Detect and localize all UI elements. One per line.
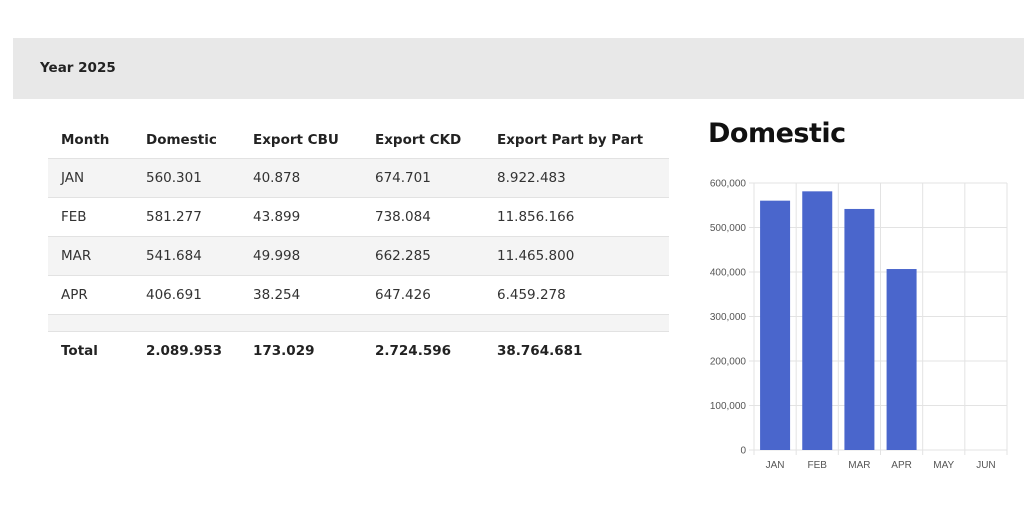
cell-domestic: 406.691 [146, 275, 253, 315]
bar-jan [760, 200, 791, 450]
table-row: FEB 581.277 43.899 738.084 11.856.166 [48, 197, 669, 237]
table-spacer-row [48, 314, 669, 332]
monthly-table-container: Month Domestic Export CBU Export CKD Exp… [48, 121, 669, 370]
column-header-export-ckd: Export CKD [375, 131, 462, 148]
cell-export-part-by-part: 11.465.800 [497, 236, 669, 276]
year-header-bar: Year 2025 [13, 38, 1024, 99]
cell-export-cbu: 38.254 [253, 275, 375, 315]
cell-export-cbu: 40.878 [253, 158, 375, 198]
monthly-sales-table: Month Domestic Export CBU Export CKD Exp… [48, 121, 669, 370]
total-export-part-by-part: 38.764.681 [497, 331, 669, 370]
y-tick-label: 600,000 [710, 179, 747, 190]
y-tick-label: 300,000 [710, 312, 747, 323]
cell-export-part-by-part: 6.459.278 [497, 275, 669, 315]
x-tick-label: JUN [976, 460, 995, 471]
cell-domestic: 560.301 [146, 158, 253, 198]
total-label: Total [48, 331, 146, 370]
cell-export-cbu: 49.998 [253, 236, 375, 276]
cell-month: MAR [48, 236, 146, 276]
x-tick-label: FEB [808, 460, 828, 471]
cell-export-part-by-part: 11.856.166 [497, 197, 669, 237]
column-header-month: Month [61, 131, 110, 148]
table-total-row: Total 2.089.953 173.029 2.724.596 38.764… [48, 331, 669, 370]
chart-title: Domestic [708, 118, 846, 149]
y-tick-label: 0 [740, 446, 746, 457]
table-row: JAN 560.301 40.878 674.701 8.922.483 [48, 158, 669, 198]
cell-export-cbu: 43.899 [253, 197, 375, 237]
domestic-bar-chart: 0 100,000 200,000 300,000 400,000 500,000 600,… [710, 179, 1008, 471]
y-tick-label: 200,000 [710, 357, 747, 368]
bar-apr [886, 269, 917, 450]
cell-export-ckd: 738.084 [375, 197, 497, 237]
y-tick-label: 100,000 [710, 401, 747, 412]
total-export-ckd: 2.724.596 [375, 331, 497, 370]
x-tick-label: MAY [933, 460, 954, 471]
cell-export-ckd: 674.701 [375, 158, 497, 198]
cell-export-ckd: 662.285 [375, 236, 497, 276]
column-header-export-cbu: Export CBU [253, 131, 339, 148]
x-tick-label: APR [891, 460, 912, 471]
total-domestic: 2.089.953 [146, 331, 253, 370]
cell-month: JAN [48, 158, 146, 198]
table-row: MAR 541.684 49.998 662.285 11.465.800 [48, 236, 669, 276]
cell-export-part-by-part: 8.922.483 [497, 158, 669, 198]
total-export-cbu: 173.029 [253, 331, 375, 370]
column-header-domestic: Domestic [146, 131, 217, 148]
y-tick-label: 500,000 [710, 223, 747, 234]
x-tick-label: JAN [766, 460, 785, 471]
cell-month: FEB [48, 197, 146, 237]
table-row: APR 406.691 38.254 647.426 6.459.278 [48, 275, 669, 315]
bar-feb [802, 191, 833, 451]
cell-domestic: 581.277 [146, 197, 253, 237]
cell-export-ckd: 647.426 [375, 275, 497, 315]
x-tick-label: MAR [848, 460, 870, 471]
table-header-row: Month Domestic Export CBU Export CKD Exp… [48, 121, 669, 159]
y-tick-label: 400,000 [710, 268, 747, 279]
year-title: Year 2025 [40, 60, 116, 76]
column-header-export-part-by-part: Export Part by Part [497, 131, 644, 148]
cell-month: APR [48, 275, 146, 315]
bar-mar [844, 208, 875, 450]
spacer-cell [48, 314, 669, 332]
cell-domestic: 541.684 [146, 236, 253, 276]
